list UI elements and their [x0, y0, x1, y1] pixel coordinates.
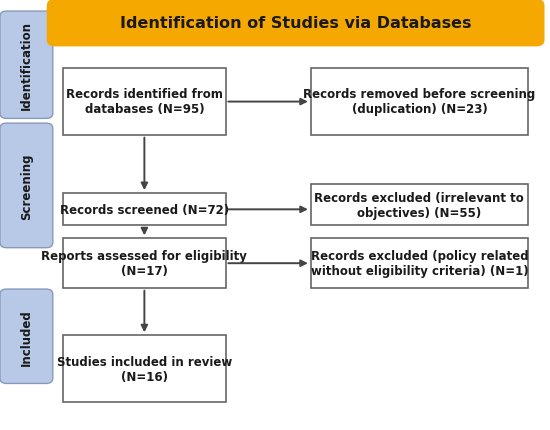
FancyBboxPatch shape: [0, 289, 53, 384]
Text: Identification: Identification: [20, 21, 33, 110]
FancyBboxPatch shape: [47, 0, 544, 47]
Text: Records excluded (policy related
without eligibility criteria) (N=1): Records excluded (policy related without…: [311, 249, 528, 277]
Text: Reports assessed for eligibility
(N=17): Reports assessed for eligibility (N=17): [41, 249, 248, 277]
FancyBboxPatch shape: [63, 69, 226, 135]
Text: Included: Included: [20, 308, 33, 365]
FancyBboxPatch shape: [63, 194, 226, 226]
FancyBboxPatch shape: [311, 185, 528, 226]
Text: Studies included in review
(N=16): Studies included in review (N=16): [57, 355, 232, 383]
Text: Screening: Screening: [20, 153, 33, 219]
FancyBboxPatch shape: [63, 335, 226, 402]
Text: Records screened (N=72): Records screened (N=72): [60, 203, 229, 216]
FancyBboxPatch shape: [63, 239, 226, 288]
FancyBboxPatch shape: [0, 124, 53, 248]
FancyBboxPatch shape: [0, 12, 53, 119]
Text: Identification of Studies via Databases: Identification of Studies via Databases: [120, 16, 472, 31]
Text: Records excluded (irrelevant to
objectives) (N=55): Records excluded (irrelevant to objectiv…: [315, 191, 524, 219]
Text: Records identified from
databases (N=95): Records identified from databases (N=95): [66, 88, 223, 116]
Text: Records removed before screening
(duplication) (N=23): Records removed before screening (duplic…: [303, 88, 536, 116]
FancyBboxPatch shape: [311, 239, 528, 288]
FancyBboxPatch shape: [311, 69, 528, 135]
